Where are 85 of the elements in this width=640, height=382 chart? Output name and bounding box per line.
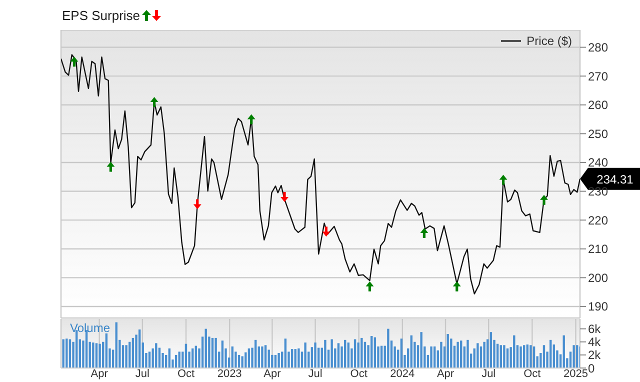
bar <box>241 356 244 368</box>
chart-title: EPS Surprise <box>62 8 142 23</box>
y-tick-label: 280 <box>588 40 608 55</box>
bar <box>98 344 101 368</box>
bar <box>456 342 459 368</box>
bar <box>542 345 546 368</box>
point <box>540 194 548 205</box>
line-series <box>61 54 580 294</box>
y-tick-label: 210 <box>588 242 608 256</box>
bar <box>66 338 68 368</box>
bar <box>430 346 432 368</box>
x-tick-label: 2023 <box>217 368 242 380</box>
bar <box>125 345 128 368</box>
point <box>280 192 289 202</box>
bar <box>264 345 267 368</box>
y-tick-label: 190 <box>588 300 608 314</box>
chart-title: Volume <box>70 321 110 335</box>
bar <box>483 342 486 368</box>
bar <box>360 338 363 368</box>
y-tick-label: 0 <box>588 361 595 376</box>
point <box>499 174 508 185</box>
bar <box>476 343 479 368</box>
y-tick-label: 4k <box>588 335 602 350</box>
x-tick-label: Oct <box>524 368 541 380</box>
bar <box>530 345 532 368</box>
bar <box>460 340 462 368</box>
bar <box>95 343 98 368</box>
x-tick-label: Apr <box>264 368 282 380</box>
point <box>420 228 428 238</box>
legend-label: Price ($) <box>526 34 572 48</box>
point <box>193 199 202 210</box>
point <box>322 226 330 237</box>
bar <box>62 339 64 368</box>
bar <box>314 342 316 368</box>
bar <box>298 348 300 368</box>
x-tick-label: 2024 <box>390 368 415 380</box>
bar <box>420 332 422 368</box>
bar <box>115 322 118 368</box>
point <box>366 281 374 292</box>
y-tick-label: 240 <box>588 156 608 170</box>
bar <box>284 338 287 368</box>
bar <box>466 340 469 368</box>
x-tick-label: Oct <box>350 368 368 380</box>
y-tick-label: 6k <box>588 322 602 336</box>
x-tick-label: Apr <box>436 368 454 380</box>
y-tick-label: 220 <box>588 213 608 228</box>
bar <box>500 345 502 368</box>
y-tick-label: 270 <box>588 69 608 84</box>
bar <box>572 345 575 368</box>
bar <box>221 340 224 368</box>
bar <box>490 332 492 368</box>
point <box>247 114 256 124</box>
y-tick-label: 200 <box>588 270 608 285</box>
bar <box>503 345 506 368</box>
x-tick-label: Jul <box>308 368 322 380</box>
x-tick-label: Jul <box>135 368 150 380</box>
bar <box>576 345 578 368</box>
bar <box>214 338 217 368</box>
bar <box>440 342 442 368</box>
bar <box>337 343 340 368</box>
bar <box>278 352 280 368</box>
point <box>70 56 78 67</box>
bar <box>522 345 526 368</box>
bar <box>330 339 333 368</box>
bar <box>446 334 449 368</box>
x-tick-label: Apr <box>90 368 108 380</box>
x-tick-label: Jul <box>482 368 496 380</box>
point <box>452 281 461 292</box>
x-tick-label: Oct <box>177 368 195 380</box>
bar <box>400 338 403 368</box>
bar <box>387 328 390 368</box>
point <box>150 97 158 107</box>
bar <box>304 342 306 368</box>
y-tick-label: 2k <box>588 348 602 362</box>
annotation: 234.31 <box>596 172 634 186</box>
x-tick-label: 2025 <box>563 368 588 380</box>
point <box>106 162 115 172</box>
bar <box>324 340 326 368</box>
bar <box>155 343 158 368</box>
bar <box>261 346 264 368</box>
bar <box>138 329 141 368</box>
bar <box>520 346 522 368</box>
y-tick-label: 260 <box>588 98 608 112</box>
bar <box>92 342 94 368</box>
y-tick-label: 250 <box>588 126 608 141</box>
